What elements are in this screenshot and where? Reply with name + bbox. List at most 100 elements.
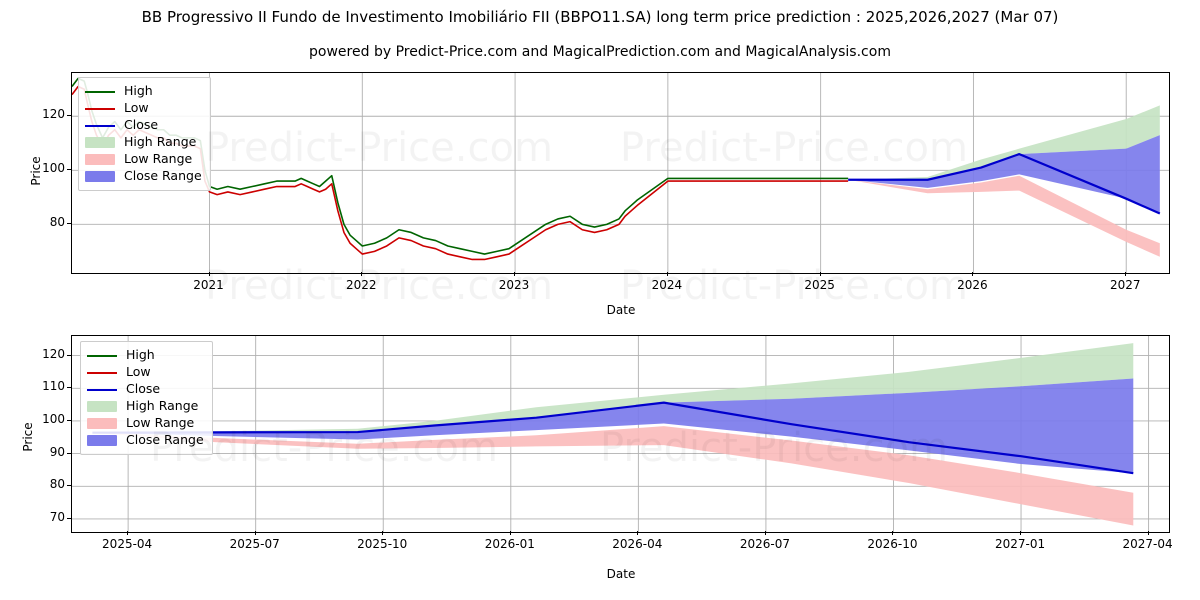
- legend-item-low: Low: [87, 364, 204, 381]
- legend-patch-icon: [87, 435, 117, 446]
- legend-item-label: Low Range: [126, 415, 195, 431]
- x-tick-label: 2023: [498, 278, 530, 292]
- x-tick-label: 2026-01: [484, 537, 535, 551]
- x-tick-mark: [382, 531, 384, 535]
- y-tick-label: 80: [49, 215, 65, 230]
- x-tick-label: 2026: [957, 278, 988, 292]
- x-tick-label: 2026-07: [739, 537, 790, 551]
- y-tick-label: 100: [42, 161, 65, 176]
- y-tick-mark: [67, 115, 71, 117]
- x-tick-mark: [514, 272, 516, 276]
- legend-item-label: Low: [124, 100, 149, 116]
- x-tick-mark: [254, 531, 256, 535]
- bottom-legend: High Low Close High Range Low Range Close Ran…: [80, 341, 213, 455]
- y-tick-mark: [67, 419, 71, 421]
- legend-patch-icon: [87, 418, 117, 429]
- swatch-shape: [85, 137, 115, 148]
- legend-item-low-range: Low Range: [87, 415, 204, 432]
- page-subtitle: powered by Predict-Price.com and Magical…: [309, 44, 891, 60]
- x-tick-label: 2022: [346, 278, 377, 292]
- y-tick-mark: [67, 485, 71, 487]
- legend-item-close-range: Close Range: [85, 168, 202, 185]
- swatch-shape: [85, 90, 115, 93]
- y-tick-mark: [67, 169, 71, 171]
- legend-patch-icon: [85, 154, 115, 165]
- x-tick-label: 2025-04: [102, 537, 153, 551]
- legend-item-close: Close: [87, 381, 204, 398]
- legend-item-label: Close Range: [124, 168, 202, 184]
- band-low-range: [92, 426, 1134, 526]
- swatch-shape: [87, 354, 117, 357]
- page-title: BB Progressivo II Fundo de Investimento …: [141, 8, 1059, 26]
- x-tick-mark: [1147, 531, 1149, 535]
- legend-line-icon: [87, 384, 117, 395]
- legend-item-label: Close: [124, 117, 159, 133]
- x-tick-label: 2025-07: [229, 537, 280, 551]
- legend-patch-icon: [85, 171, 115, 182]
- y-tick-label: 120: [42, 346, 65, 361]
- top-chart-panel: Price 80 100 120 2021 2022 2023 2024 2025 2026 2…: [29, 72, 1170, 317]
- x-tick-mark: [819, 272, 821, 276]
- x-tick-label: 2027-04: [1122, 537, 1173, 551]
- x-tick-mark: [208, 272, 210, 276]
- top-plot-area: [71, 72, 1170, 274]
- legend-item-close-range: Close Range: [87, 432, 204, 449]
- legend-item-high: High: [85, 83, 202, 100]
- legend-item-label: High Range: [124, 134, 197, 150]
- x-tick-mark: [892, 531, 894, 535]
- legend-line-icon: [87, 367, 117, 378]
- bottom-plot-svg: [72, 336, 1169, 532]
- x-tick-mark: [127, 531, 129, 535]
- swatch-shape: [87, 371, 117, 374]
- x-tick-mark: [637, 531, 639, 535]
- legend-item-high-range: High Range: [85, 134, 202, 151]
- x-tick-label: 2021: [193, 278, 224, 292]
- x-tick-label: 2025: [804, 278, 835, 292]
- y-tick-mark: [67, 354, 71, 356]
- y-tick-mark: [67, 387, 71, 389]
- x-tick-mark: [361, 272, 363, 276]
- x-tick-mark: [972, 272, 974, 276]
- legend-item-label: High: [124, 83, 153, 99]
- swatch-shape: [87, 388, 117, 391]
- x-tick-mark: [509, 531, 511, 535]
- swatch-shape: [87, 418, 117, 429]
- legend-patch-icon: [87, 401, 117, 412]
- x-tick-mark: [1125, 272, 1127, 276]
- top-x-axis-label: Date: [606, 303, 636, 317]
- y-tick-label: 120: [42, 107, 65, 122]
- legend-patch-icon: [85, 137, 115, 148]
- band-close-range: [92, 378, 1134, 474]
- y-tick-mark: [67, 452, 71, 454]
- y-tick-label: 90: [49, 444, 65, 459]
- swatch-shape: [85, 171, 115, 182]
- top-legend: High Low Close High Range Low Range Close Ran…: [78, 77, 211, 191]
- bottom-plot-area: [71, 335, 1170, 533]
- y-tick-mark: [67, 517, 71, 519]
- legend-item-close: Close: [85, 117, 202, 134]
- band-high-range: [848, 105, 1160, 180]
- series-close: [848, 152, 1161, 215]
- y-tick-label: 100: [42, 411, 65, 426]
- legend-item-low: Low: [85, 100, 202, 117]
- legend-item-label: Low: [126, 364, 151, 380]
- y-tick-label: 80: [49, 477, 65, 492]
- swatch-shape: [85, 107, 115, 110]
- legend-item-high: High: [87, 347, 204, 364]
- x-tick-label: 2025-10: [357, 537, 408, 551]
- y-tick-mark: [67, 223, 71, 225]
- swatch-shape: [85, 154, 115, 165]
- legend-item-label: Close Range: [126, 432, 204, 448]
- x-tick-mark: [764, 531, 766, 535]
- legend-line-icon: [87, 350, 117, 361]
- x-tick-label: 2027: [1109, 278, 1141, 292]
- x-tick-label: 2026-04: [612, 537, 663, 551]
- bottom-x-axis-label: Date: [606, 567, 636, 581]
- legend-item-label: Low Range: [124, 151, 193, 167]
- bottom-y-axis-label: Price: [21, 422, 35, 452]
- legend-line-icon: [85, 120, 115, 131]
- legend-item-high-range: High Range: [87, 398, 204, 415]
- legend-line-icon: [85, 86, 115, 97]
